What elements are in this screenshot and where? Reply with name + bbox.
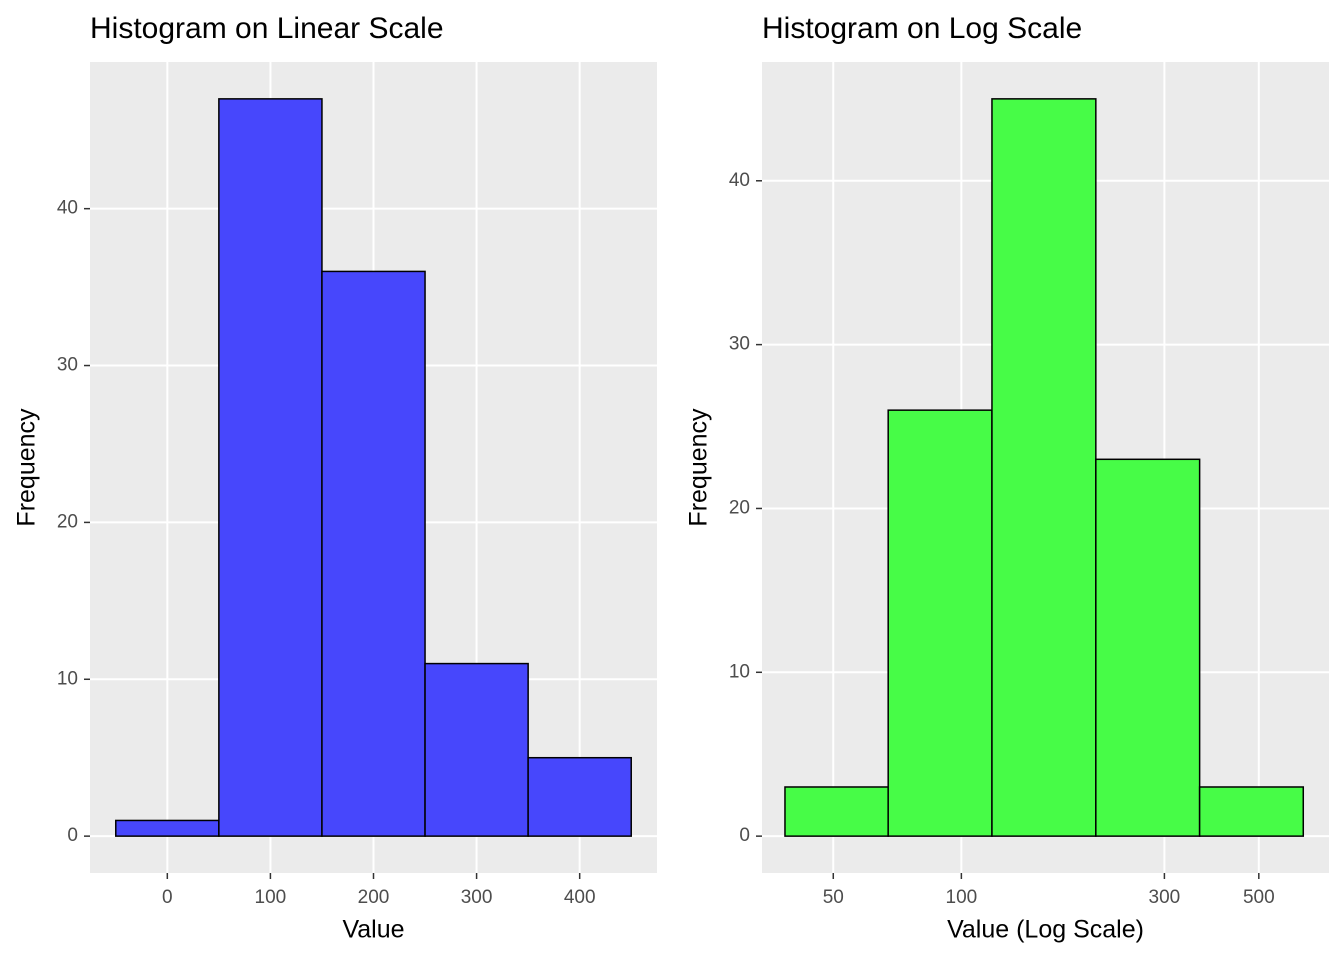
y-tick-label: 30 (729, 334, 750, 355)
x-axis-label: Value (Log Scale) (947, 916, 1144, 944)
x-tick-label: 0 (162, 887, 173, 908)
x-tick-label: 100 (255, 887, 287, 908)
bar (784, 786, 889, 837)
chart-title: Histogram on Linear Scale (90, 12, 444, 45)
x-tick-label: 400 (564, 887, 596, 908)
y-tick-label: 10 (57, 668, 78, 689)
bar (424, 662, 529, 837)
y-tick-label: 10 (729, 661, 750, 682)
bar (321, 270, 426, 837)
bar (218, 98, 323, 837)
x-tick-label: 500 (1243, 887, 1275, 908)
y-axis-label: Frequency (685, 408, 713, 527)
y-tick-label: 40 (729, 170, 750, 191)
y-tick-label: 0 (739, 825, 750, 846)
x-tick-label: 200 (358, 887, 390, 908)
y-axis-label: Frequency (13, 408, 41, 527)
y-tick-label: 40 (57, 198, 78, 219)
chart-title: Histogram on Log Scale (762, 12, 1082, 45)
bar (527, 756, 632, 837)
bar (887, 409, 993, 837)
y-tick-label: 30 (57, 355, 78, 376)
y-tick-label: 0 (67, 825, 78, 846)
x-tick-label: 300 (1149, 887, 1181, 908)
x-tick-label: 50 (823, 887, 844, 908)
bar (115, 819, 220, 837)
bar (1095, 458, 1201, 837)
x-axis-label: Value (342, 916, 404, 944)
y-tick-label: 20 (57, 511, 78, 532)
bar (991, 98, 1097, 837)
bar (1198, 786, 1305, 837)
x-tick-label: 300 (461, 887, 493, 908)
y-tick-label: 20 (729, 497, 750, 518)
x-tick-label: 100 (946, 887, 978, 908)
